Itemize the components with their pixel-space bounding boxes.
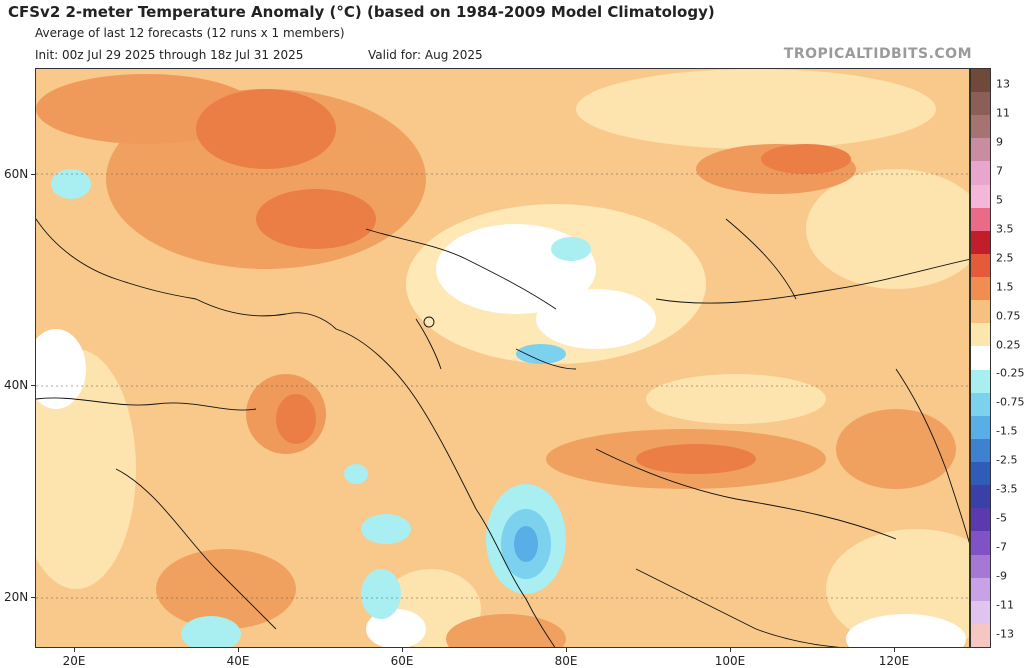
colorbar-label: -11 — [996, 598, 1014, 612]
colorbar-cell — [971, 115, 990, 139]
colorbar-label: 0.25 — [996, 338, 1021, 352]
colorbar-cell — [971, 346, 990, 371]
colorbar-label: -9 — [996, 569, 1007, 583]
colorbar-cell — [971, 438, 990, 463]
anomaly-field — [36, 69, 969, 647]
lat-label-60n: 60N — [4, 167, 29, 181]
colorbar-cell — [971, 369, 990, 394]
colorbar-cell — [971, 462, 990, 486]
lat-tick — [31, 174, 35, 175]
colorbar-cell — [971, 300, 990, 324]
colorbar-label: 11 — [996, 106, 1010, 120]
colorbar-label: -1.5 — [996, 424, 1018, 438]
colorbar-label: 9 — [996, 135, 1003, 149]
colorbar-cell — [971, 253, 990, 278]
colorbar-label: 3.5 — [996, 222, 1014, 236]
colorbar-cell — [971, 508, 990, 532]
colorbar-cell — [971, 323, 990, 347]
lon-tick — [402, 648, 403, 652]
anomaly-map — [35, 68, 970, 648]
colorbar-cell — [971, 415, 990, 440]
lat-label-40n: 40N — [4, 378, 29, 392]
colorbar-label: 5 — [996, 193, 1003, 207]
lon-tick — [238, 648, 239, 652]
colorbar-label: 13 — [996, 77, 1010, 91]
colorbar — [970, 68, 991, 648]
map-title: CFSv2 2-meter Temperature Anomaly (°C) (… — [8, 3, 715, 21]
lon-tick — [894, 648, 895, 652]
colorbar-label: 1.5 — [996, 280, 1014, 294]
lat-tick — [31, 385, 35, 386]
colorbar-label: -0.25 — [996, 366, 1024, 380]
colorbar-cell — [971, 161, 990, 186]
lon-label-80e: 80E — [554, 654, 578, 668]
colorbar-cell — [971, 577, 990, 602]
colorbar-cell — [971, 554, 990, 579]
lat-tick — [31, 597, 35, 598]
colorbar-cell — [971, 138, 990, 162]
valid-text: Valid for: Aug 2025 — [368, 48, 483, 62]
map-subtitle: Average of last 12 forecasts (12 runs x … — [35, 26, 345, 40]
lon-label-20e: 20E — [62, 654, 86, 668]
colorbar-cell — [971, 230, 990, 255]
colorbar-label: -7 — [996, 540, 1007, 554]
lon-label-60e: 60E — [390, 654, 414, 668]
colorbar-cell — [971, 531, 990, 555]
lon-label-100e: 100E — [714, 654, 746, 668]
init-text: Init: 00z Jul 29 2025 through 18z Jul 31… — [35, 48, 304, 62]
colorbar-cell — [971, 392, 990, 417]
colorbar-label: -0.75 — [996, 395, 1024, 409]
colorbar-cell — [971, 92, 990, 116]
colorbar-cell — [971, 69, 990, 93]
lon-label-40e: 40E — [226, 654, 250, 668]
lon-label-120e: 120E — [878, 654, 910, 668]
colorbar-label: 7 — [996, 164, 1003, 178]
brand-watermark: TROPICALTIDBITS.COM — [783, 46, 972, 62]
lon-tick — [730, 648, 731, 652]
lat-label-20n: 20N — [4, 590, 29, 604]
colorbar-cell — [971, 184, 990, 209]
lon-tick — [74, 648, 75, 652]
colorbar-label: -3.5 — [996, 482, 1018, 496]
colorbar-label: -2.5 — [996, 453, 1018, 467]
colorbar-label: -5 — [996, 511, 1007, 525]
colorbar-cell — [971, 485, 990, 509]
lon-tick — [566, 648, 567, 652]
colorbar-label: -13 — [996, 627, 1014, 641]
colorbar-label: 2.5 — [996, 251, 1014, 265]
colorbar-cell — [971, 277, 990, 301]
colorbar-label: 0.75 — [996, 309, 1021, 323]
colorbar-cell — [971, 623, 990, 648]
colorbar-cell — [971, 600, 990, 625]
colorbar-cell — [971, 207, 990, 232]
